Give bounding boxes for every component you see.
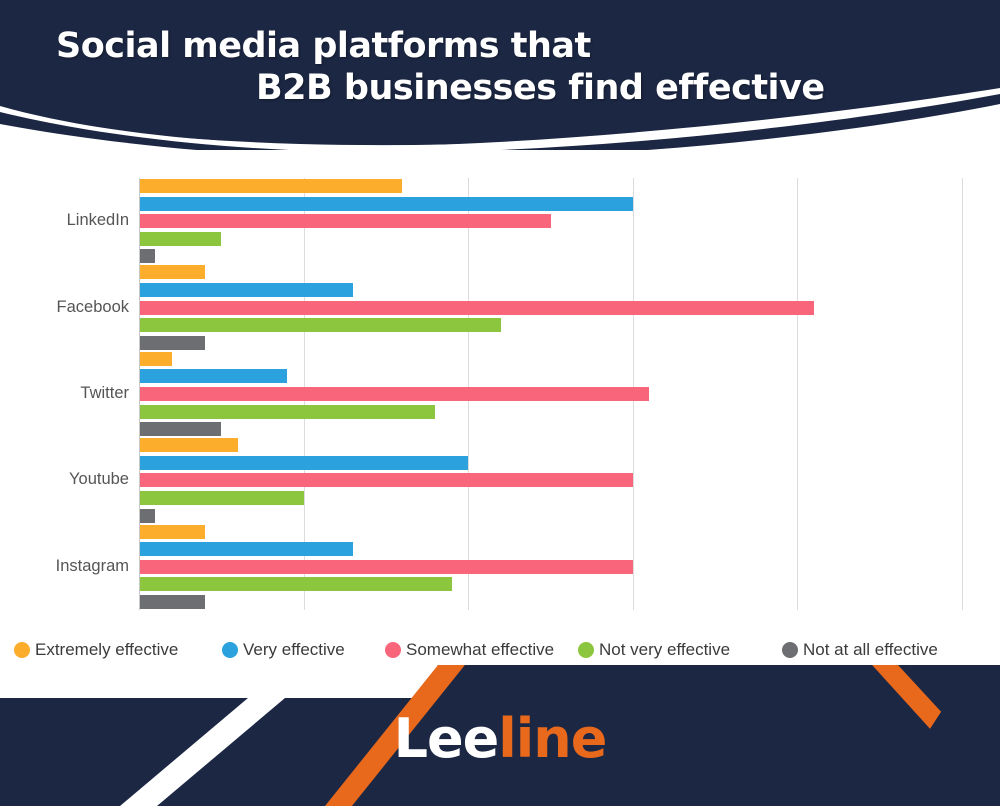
bar-youtube-extremely-effective[interactable] [139,438,238,453]
bar-twitter-not-very-effective[interactable] [139,404,436,419]
bar-instagram-somewhat-effective[interactable] [139,559,633,574]
bar-twitter-extremely-effective[interactable] [139,351,172,366]
page-title: Social media platforms that B2B business… [0,0,1000,120]
bar-instagram-not-at-all-effective[interactable] [139,594,205,609]
bar-youtube-not-at-all-effective[interactable] [139,508,156,523]
category-label-facebook: Facebook [56,297,129,316]
bar-group [139,524,962,609]
legend-swatch-icon [14,642,30,658]
legend-label: Very effective [243,640,345,659]
bar-instagram-extremely-effective[interactable] [139,524,205,539]
bar-youtube-not-very-effective[interactable] [139,490,304,505]
bar-twitter-very-effective[interactable] [139,369,288,384]
legend-item-extremely-effective[interactable]: Extremely effective [14,640,178,660]
footer-shapes-graphic [0,665,1000,806]
legend-item-somewhat-effective[interactable]: Somewhat effective [385,640,554,660]
leeline-logo: Leeline [0,707,1000,770]
logo-text-line: line [498,707,607,770]
bar-linkedin-not-very-effective[interactable] [139,231,222,246]
bar-instagram-not-very-effective[interactable] [139,577,452,592]
title-line-2: B2B businesses find effective [256,68,825,108]
legend-label: Not at all effective [803,640,938,659]
legend-swatch-icon [222,642,238,658]
footer-banner: Leeline [0,665,1000,806]
category-label-linkedin: LinkedIn [66,211,129,230]
title-line-1: Social media platforms that [56,26,591,66]
y-axis-line [139,178,140,610]
bar-facebook-somewhat-effective[interactable] [139,300,814,315]
bar-instagram-very-effective[interactable] [139,542,353,557]
bar-youtube-very-effective[interactable] [139,455,469,470]
legend-item-not-at-all-effective[interactable]: Not at all effective [782,640,938,660]
bar-facebook-very-effective[interactable] [139,282,353,297]
bar-facebook-not-at-all-effective[interactable] [139,335,205,350]
bar-facebook-not-very-effective[interactable] [139,318,502,333]
bar-group [139,438,962,523]
header-banner: Social media platforms that B2B business… [0,0,1000,150]
chart-legend: Extremely effective Very effective Somewha… [0,634,1000,666]
bar-linkedin-not-at-all-effective[interactable] [139,249,156,264]
legend-label: Extremely effective [35,640,179,659]
category-label-instagram: Instagram [55,556,129,575]
legend-item-not-very-effective[interactable]: Not very effective [578,640,730,660]
legend-swatch-icon [782,642,798,658]
legend-swatch-icon [578,642,594,658]
plot-area [139,178,963,610]
gridline [962,178,963,610]
category-label-youtube: Youtube [69,470,129,489]
bar-linkedin-somewhat-effective[interactable] [139,214,551,229]
legend-label: Somewhat effective [406,640,555,659]
bar-chart [0,150,1000,630]
legend-item-very-effective[interactable]: Very effective [222,640,345,660]
bar-group [139,179,962,264]
legend-label: Not very effective [599,640,731,659]
legend-swatch-icon [385,642,401,658]
header-wave-graphic [0,0,1000,150]
bar-linkedin-very-effective[interactable] [139,196,633,211]
category-label-twitter: Twitter [80,384,129,402]
bar-twitter-somewhat-effective[interactable] [139,386,650,401]
bar-youtube-somewhat-effective[interactable] [139,473,633,488]
gridline [797,178,799,610]
bar-facebook-extremely-effective[interactable] [139,265,205,280]
bar-group [139,265,962,350]
logo-text-lee: Lee [393,707,500,770]
bar-group [139,351,962,437]
bar-linkedin-extremely-effective[interactable] [139,179,403,193]
bar-twitter-not-at-all-effective[interactable] [139,422,222,437]
